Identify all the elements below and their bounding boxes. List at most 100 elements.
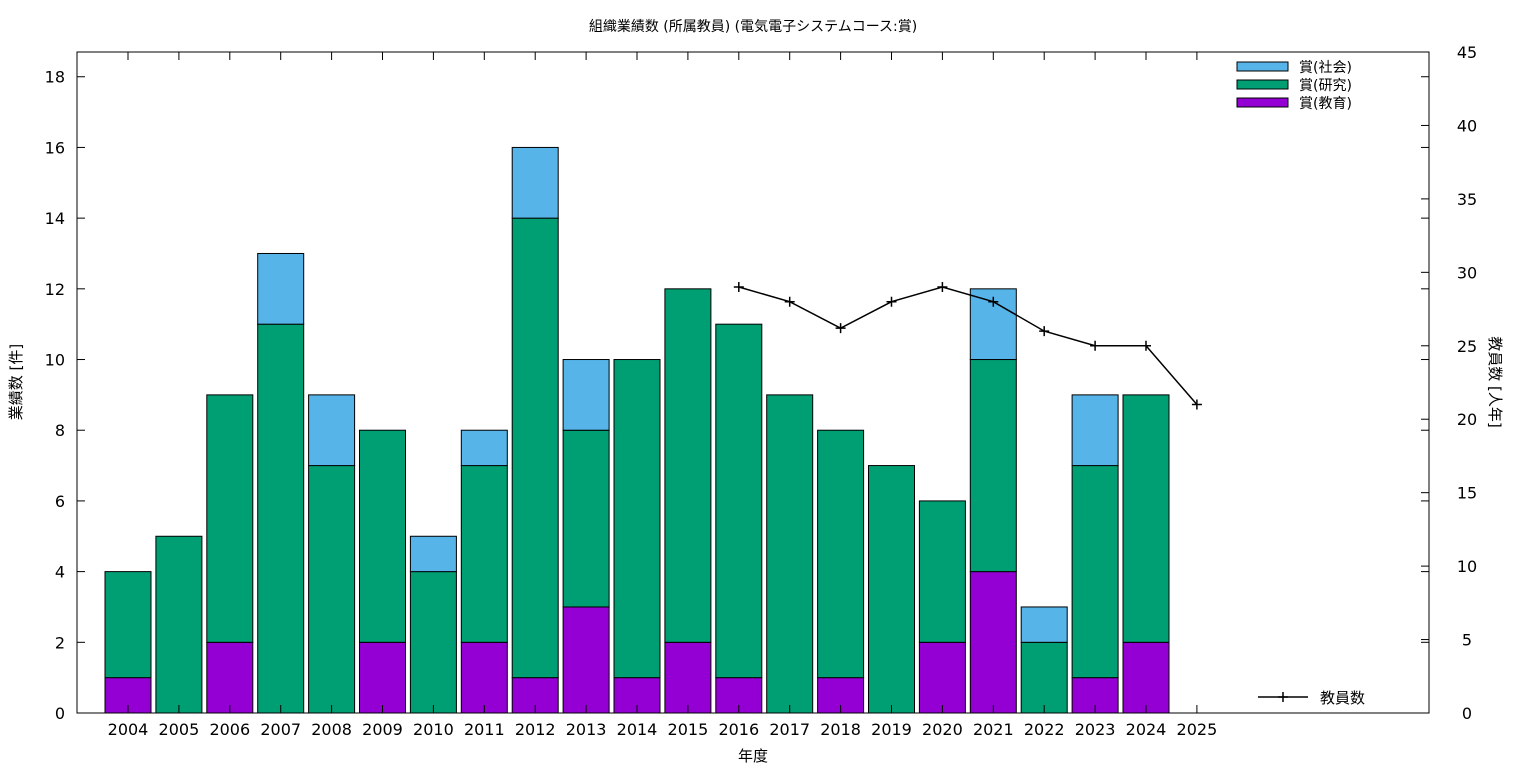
x-tick-label: 2013 bbox=[566, 720, 607, 739]
x-tick-label: 2015 bbox=[668, 720, 709, 739]
x-tick-label: 2022 bbox=[1024, 720, 1065, 739]
x-tick-label: 2006 bbox=[209, 720, 250, 739]
x-tick-label: 2012 bbox=[515, 720, 556, 739]
bar-segment bbox=[1122, 394, 1170, 643]
line-point-marker bbox=[733, 282, 744, 293]
plot-frame bbox=[76, 51, 1430, 714]
bar-segment bbox=[613, 359, 661, 679]
bar-segment bbox=[969, 359, 1017, 573]
y2-tick-label: 0 bbox=[1462, 704, 1472, 723]
x-tick-label: 2023 bbox=[1075, 720, 1116, 739]
line-point-marker bbox=[988, 296, 999, 307]
bar-segment bbox=[766, 394, 814, 714]
x-axis-ticks: 2004 2005 2006 2007 2008 2009 2010 2011 2012 2013… bbox=[108, 52, 1218, 739]
y2-tick-label: 45 bbox=[1457, 43, 1477, 62]
y-axis-label: 業績数 [件] bbox=[7, 344, 25, 420]
y2-axis-label: 教員数 [人年] bbox=[1486, 336, 1504, 427]
x-tick-label: 2017 bbox=[769, 720, 810, 739]
y2-tick-label: 10 bbox=[1457, 557, 1477, 576]
chart-title: 組織業績数 (所属教員) (電気電子システムコース:賞) bbox=[589, 19, 917, 35]
y2-tick-label: 40 bbox=[1457, 116, 1477, 135]
bar-segment bbox=[562, 359, 610, 431]
x-tick-label: 2021 bbox=[973, 720, 1014, 739]
legend-line-marker bbox=[1278, 692, 1288, 702]
bar-segment bbox=[409, 535, 457, 573]
bar-segment bbox=[1020, 641, 1068, 714]
legend-swatch bbox=[1236, 79, 1289, 90]
line-point-marker bbox=[886, 296, 897, 307]
y2-tick-label: 25 bbox=[1457, 337, 1477, 356]
bar-segment bbox=[308, 394, 356, 467]
y-tick-label: 6 bbox=[55, 492, 65, 511]
y-tick-label: 10 bbox=[45, 351, 65, 370]
legend-label: 賞(教育) bbox=[1299, 96, 1352, 112]
x-tick-label: 2025 bbox=[1177, 720, 1218, 739]
x-tick-label: 2009 bbox=[362, 720, 403, 739]
legend-swatch bbox=[1236, 97, 1289, 108]
x-tick-label: 2005 bbox=[159, 720, 200, 739]
x-tick-label: 2018 bbox=[820, 720, 861, 739]
legend-label: 賞(社会) bbox=[1299, 60, 1352, 76]
bar-segment bbox=[206, 394, 254, 643]
y-tick-label: 18 bbox=[45, 68, 65, 87]
legend-swatch bbox=[1236, 61, 1289, 72]
x-tick-label: 2014 bbox=[617, 720, 658, 739]
bar-segment bbox=[460, 465, 508, 643]
x-tick-label: 2020 bbox=[922, 720, 963, 739]
bar-segment bbox=[460, 429, 508, 467]
line-point-marker bbox=[1039, 326, 1050, 337]
bars-group bbox=[104, 146, 1170, 714]
x-tick-label: 2016 bbox=[718, 720, 759, 739]
x-tick-label: 2010 bbox=[413, 720, 454, 739]
bar-segment bbox=[715, 323, 763, 679]
bar-segment bbox=[664, 288, 712, 643]
line-point-marker bbox=[1141, 340, 1151, 351]
y-axis-ticks: 0 2 4 6 8 10 12 14 16 18 bbox=[45, 68, 1429, 723]
x-tick-label: 2007 bbox=[260, 720, 301, 739]
y2-tick-label: 20 bbox=[1457, 410, 1477, 429]
x-tick-label: 2024 bbox=[1126, 720, 1167, 739]
y2-tick-label: 35 bbox=[1457, 190, 1477, 209]
x-tick-label: 2008 bbox=[311, 720, 352, 739]
bar-segment bbox=[257, 252, 305, 325]
x-tick-label: 2019 bbox=[871, 720, 912, 739]
x-axis-label: 年度 bbox=[738, 747, 768, 765]
bar-segment bbox=[155, 535, 203, 714]
bar-segment bbox=[562, 606, 610, 714]
bar-segment bbox=[1071, 465, 1119, 679]
bar-segment bbox=[104, 571, 152, 679]
bar-segment bbox=[817, 429, 865, 679]
legend-label: 教員数 bbox=[1320, 689, 1365, 707]
bar-segment bbox=[969, 571, 1017, 714]
bar-segment bbox=[206, 641, 254, 714]
line-series-path bbox=[738, 286, 1198, 406]
bar-segment bbox=[308, 465, 356, 714]
x-tick-label: 2004 bbox=[108, 720, 149, 739]
bar-segment bbox=[1071, 394, 1119, 467]
y2-tick-label: 5 bbox=[1462, 631, 1472, 650]
bar-segment bbox=[511, 146, 559, 219]
bar-segment bbox=[460, 641, 508, 714]
y-tick-label: 2 bbox=[55, 633, 65, 652]
legend-label: 賞(研究) bbox=[1299, 78, 1352, 94]
y-tick-label: 12 bbox=[45, 280, 65, 299]
line-point-marker bbox=[784, 296, 795, 307]
bar-segment bbox=[257, 323, 305, 714]
bar-segment bbox=[918, 500, 966, 643]
y2-axis-ticks: 0 5 10 15 20 25 30 35 40 45 bbox=[1421, 43, 1477, 723]
bar-segment bbox=[868, 465, 915, 714]
y-tick-label: 14 bbox=[45, 209, 65, 228]
bar-segment bbox=[359, 641, 406, 714]
bar-segment bbox=[1122, 641, 1170, 714]
line-point-marker bbox=[1090, 340, 1101, 351]
bar-segment bbox=[918, 641, 966, 714]
y-tick-label: 8 bbox=[55, 421, 65, 440]
bar-segment bbox=[511, 217, 559, 679]
y-tick-label: 4 bbox=[55, 563, 65, 582]
line-point-marker bbox=[1191, 399, 1202, 410]
line-series-group bbox=[733, 282, 1202, 410]
bar-segment bbox=[562, 429, 610, 608]
y-tick-label: 0 bbox=[55, 704, 65, 723]
line-point-marker bbox=[937, 282, 948, 293]
